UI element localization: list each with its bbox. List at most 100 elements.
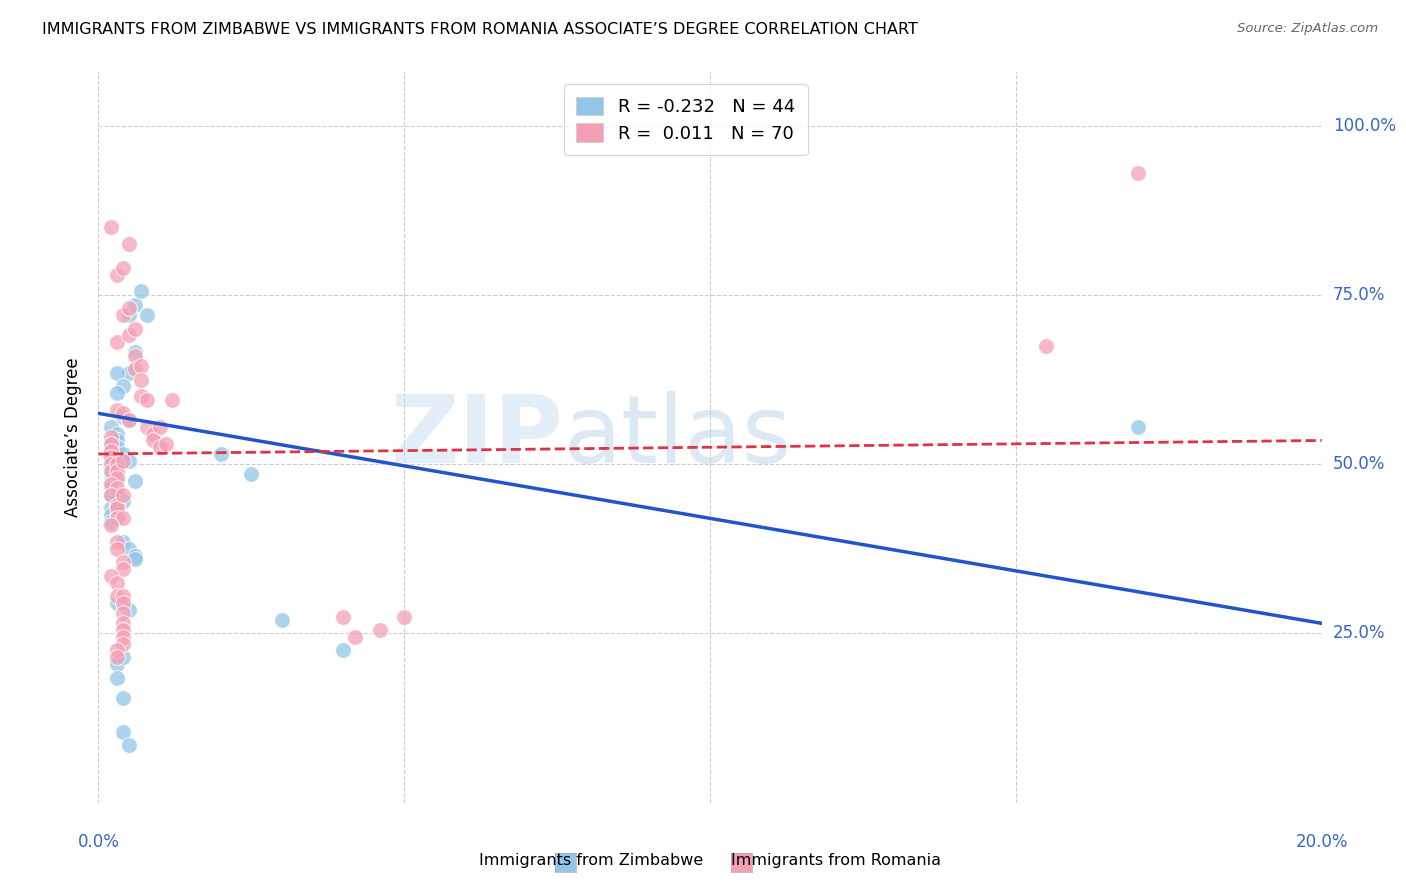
Point [100,467,122,482]
Point [1128,166,1150,180]
Point [105,440,128,454]
Point [111,637,134,651]
Point [124,322,146,336]
Point [105,498,128,512]
Point [100,450,122,465]
Point [155,437,177,451]
Point [105,575,128,590]
Y-axis label: Associate’s Degree: Associate’s Degree [65,358,83,516]
Point [100,518,122,533]
Point [111,454,134,468]
Point [100,220,122,235]
Text: 25.0%: 25.0% [1333,624,1385,642]
Point [100,488,122,502]
Point [392,609,416,624]
Point [118,301,141,316]
Point [160,392,183,407]
Point [100,457,122,471]
Point [149,420,172,434]
Point [368,623,391,637]
Point [111,630,134,644]
Point [105,643,128,657]
Point [105,403,128,417]
Point [100,443,122,458]
Point [111,511,134,525]
Point [142,434,165,448]
Point [105,464,128,478]
Point [129,389,152,403]
Text: Source: ZipAtlas.com: Source: ZipAtlas.com [1237,22,1378,36]
Point [105,501,128,516]
Point [100,460,122,475]
Point [105,268,128,282]
Point [118,328,141,343]
Text: 75.0%: 75.0% [1333,285,1385,304]
Point [111,650,134,665]
Point [100,515,122,529]
Point [111,488,134,502]
Point [111,623,134,637]
Point [111,589,134,603]
Point [111,454,134,468]
Point [118,603,141,617]
Point [332,609,354,624]
Point [1035,339,1057,353]
Point [111,596,134,610]
Point [111,562,134,576]
Point [105,535,128,549]
Point [111,606,134,620]
Point [100,481,122,495]
Point [105,426,128,441]
Point [100,420,122,434]
Point [111,494,134,508]
Text: Immigrants from Zimbabwe: Immigrants from Zimbabwe [479,854,703,868]
Point [100,430,122,444]
Text: 100.0%: 100.0% [1333,117,1396,135]
Point [118,413,141,427]
Point [100,464,122,478]
Text: IMMIGRANTS FROM ZIMBABWE VS IMMIGRANTS FROM ROMANIA ASSOCIATE’S DEGREE CORRELATI: IMMIGRANTS FROM ZIMBABWE VS IMMIGRANTS F… [42,22,918,37]
Point [124,474,146,488]
Point [136,308,159,322]
Point [118,541,141,556]
Point [105,589,128,603]
Point [100,474,122,488]
Point [105,508,128,522]
Point [124,298,146,312]
Point [100,488,122,502]
Point [209,447,232,461]
Point [105,511,128,525]
Point [111,690,134,705]
Text: atlas: atlas [564,391,792,483]
Text: Immigrants from Romania: Immigrants from Romania [731,854,941,868]
Point [124,549,146,563]
Point [111,555,134,569]
Point [332,643,354,657]
Point [118,237,141,252]
Point [105,335,128,350]
Point [118,738,141,752]
Point [105,457,128,471]
Point [111,616,134,631]
Point [118,308,141,322]
Point [124,362,146,376]
Point [111,724,134,739]
Point [100,508,122,522]
Point [105,481,128,495]
Point [111,308,134,322]
Point [129,359,152,373]
Point [111,409,134,424]
Point [111,260,134,275]
Point [105,541,128,556]
Point [100,477,122,491]
Point [105,454,128,468]
Point [105,650,128,665]
Point [118,366,141,380]
Point [100,447,122,461]
Point [129,372,152,386]
Point [344,630,367,644]
Point [111,447,134,461]
Point [136,420,159,434]
Point [105,488,128,502]
Point [105,501,128,516]
